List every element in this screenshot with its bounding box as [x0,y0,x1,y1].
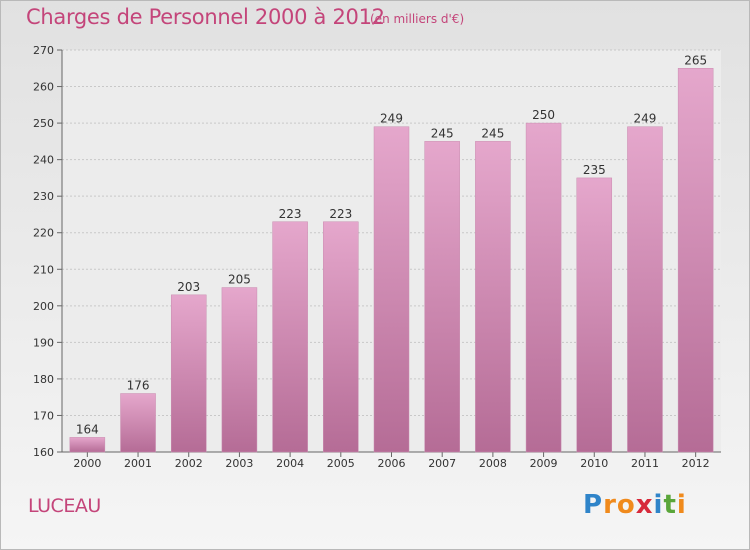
bar-2003 [221,287,258,453]
y-tick-label-190: 190 [33,336,54,349]
x-tick-label-2008: 2008 [479,457,507,470]
data-label-2007: 245 [431,126,454,140]
x-tick-label-2001: 2001 [124,457,152,470]
data-labels: 164 176 203 205 223 223 249 245 245 250 235 249 265 [76,53,707,436]
y-tick-label-260: 260 [33,81,54,94]
bar-2010 [576,177,613,453]
y-tick-label-270: 270 [33,44,54,57]
bars [69,68,714,453]
y-tick-label-220: 220 [33,227,54,240]
logo-letter: x [635,490,654,520]
data-label-2008: 245 [481,126,504,140]
data-label-2004: 223 [279,207,302,221]
bar-2008 [475,141,511,453]
data-label-2006: 249 [380,112,403,126]
x-tick-label-2007: 2007 [428,457,456,470]
x-tick-label-2003: 2003 [225,457,253,470]
y-tick-label-210: 210 [33,263,54,276]
data-label-2001: 176 [127,379,150,393]
x-tick-label-2005: 2005 [327,457,355,470]
bar-2001 [120,393,156,453]
proxiti-logo: Proxiti [583,490,687,520]
bar-2005 [323,221,359,453]
x-tick-label-2010: 2010 [580,457,608,470]
bar-2007 [424,141,460,453]
x-tick-label-2009: 2009 [530,457,558,470]
data-label-2010: 235 [583,163,606,177]
y-tick-label-230: 230 [33,190,54,203]
data-label-2005: 223 [329,207,352,221]
x-tick-label-2006: 2006 [378,457,406,470]
data-label-2003: 205 [228,273,251,287]
bar-2002 [170,294,207,453]
bar-2006 [373,126,410,453]
bar-2009 [525,122,562,453]
data-label-2011: 249 [634,112,657,126]
data-label-2009: 250 [532,108,555,122]
bar-2012 [677,68,714,453]
y-tick-label-170: 170 [33,409,54,422]
data-label-2000: 164 [76,422,99,436]
chart-subtitle: (en milliers d'€) [370,12,465,26]
logo-letter: r [603,490,617,520]
logo-letter: P [583,490,604,520]
logo-letter: i [653,490,664,520]
y-tick-label-160: 160 [33,446,54,459]
x-tick-label-2004: 2004 [276,457,304,470]
bar-2000 [69,437,106,453]
x-tick-label-2012: 2012 [682,457,710,470]
chart-title: Charges de Personnel 2000 à 2012 [26,5,385,29]
axes: 160 170 180 190 200 210 220 230 240 250 260 270 2000… [33,44,721,470]
x-tick-label-2002: 2002 [175,457,203,470]
y-tick-label-240: 240 [33,154,54,167]
bar-2004 [272,221,308,453]
logo-letter: i [676,490,687,520]
place-name: LUCEAU [28,495,101,517]
bar-2011 [627,126,663,453]
x-tick-label-2011: 2011 [631,457,659,470]
logo-letter: o [616,490,636,520]
logo-letter: t [663,490,677,520]
data-label-2012: 265 [684,53,707,67]
x-tick-label-2000: 2000 [73,457,101,470]
data-label-2002: 203 [177,280,200,294]
y-tick-label-200: 200 [33,300,54,313]
y-tick-label-180: 180 [33,373,54,386]
y-tick-label-250: 250 [33,117,54,130]
